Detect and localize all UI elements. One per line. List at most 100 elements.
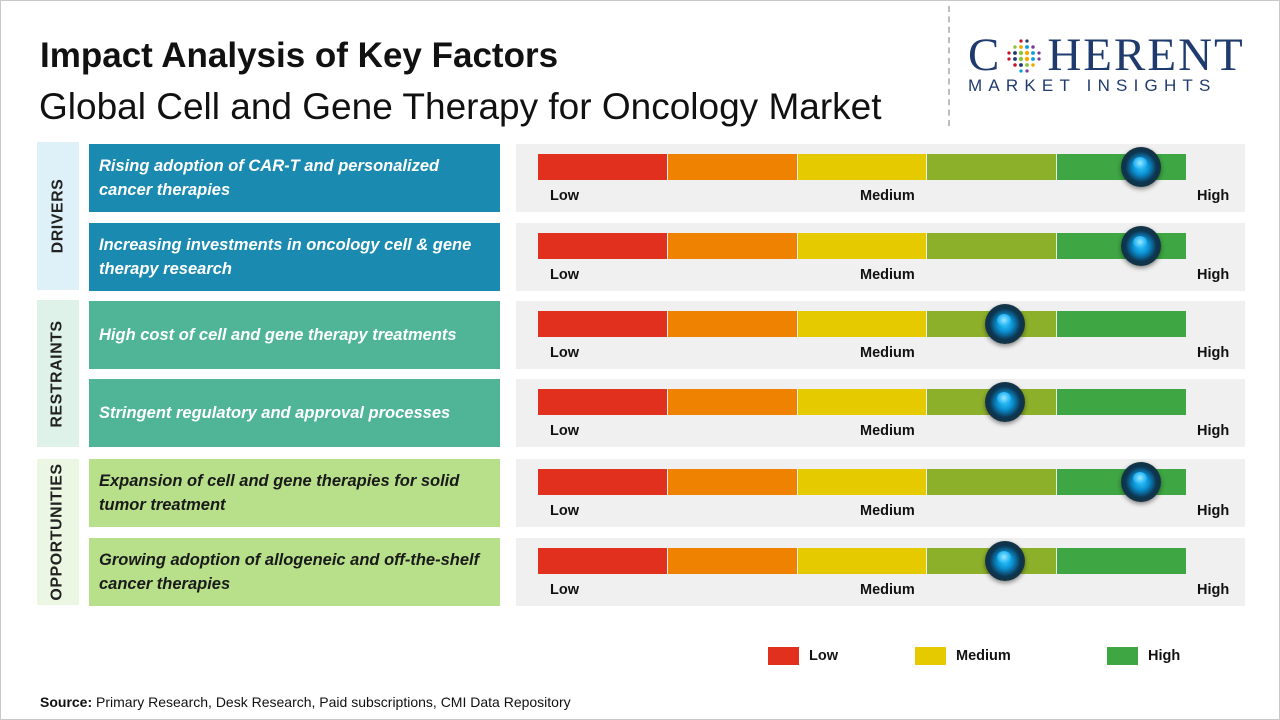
logo-divider (948, 6, 950, 126)
logo-dot (1025, 56, 1030, 62)
gauge-label-high: High (1197, 345, 1230, 361)
impact-gauge-3: Low Medium High (516, 301, 1245, 369)
source-note: Source: Primary Research, Desk Research,… (40, 694, 571, 710)
logo-dot (1019, 39, 1023, 43)
gauge-label-high: High (1197, 503, 1230, 519)
gauge-segment-1 (538, 233, 668, 259)
factor-text-6: Growing adoption of allogeneic and off-t… (89, 538, 500, 606)
gauge-label-medium: Medium (860, 582, 915, 598)
logo-dot-globe-icon (1007, 39, 1041, 73)
gauge-segment-4 (927, 154, 1058, 180)
logo-tagline: MARKET INSIGHTS (968, 76, 1217, 95)
gauge-segment-1 (538, 311, 668, 337)
gauge-label-low: Low (550, 345, 579, 361)
logo-dot (1031, 45, 1036, 49)
impact-indicator (984, 541, 1025, 581)
impact-indicator (1120, 147, 1161, 187)
gauge-label-low: Low (550, 267, 579, 283)
gauge-bar (538, 233, 1186, 259)
gauge-segment-5 (1057, 389, 1186, 415)
logo-dot (1025, 45, 1030, 49)
gauge-label-high: High (1197, 423, 1230, 439)
gauge-segment-5 (1057, 311, 1186, 337)
legend-label-low: Low (809, 648, 838, 664)
logo-dot (1019, 45, 1024, 49)
gauge-label-low: Low (550, 582, 579, 598)
source-label: Source: (40, 694, 93, 710)
gauge-bar (538, 389, 1186, 415)
factor-text-2: Increasing investments in oncology cell … (89, 223, 500, 291)
logo-dot (1037, 51, 1041, 55)
gauge-label-low: Low (550, 503, 579, 519)
logo-dot (1019, 50, 1024, 56)
logo-dot (1025, 50, 1030, 56)
logo-dot (1013, 45, 1018, 49)
gauge-label-low: Low (550, 423, 579, 439)
gauge-segment-1 (538, 154, 668, 180)
logo-dot (1013, 63, 1018, 67)
gauge-segment-2 (667, 311, 798, 337)
legend-swatch-high (1107, 647, 1138, 665)
factor-text-5: Expansion of cell and gene therapies for… (89, 459, 500, 527)
gauge-segment-3 (797, 469, 928, 495)
group-label-drivers: DRIVERS (37, 142, 79, 290)
gauge-segment-1 (538, 469, 668, 495)
logo-dot (1037, 57, 1041, 61)
logo-dot (1025, 39, 1029, 43)
gauge-label-low: Low (550, 188, 579, 204)
legend-label-medium: Medium (956, 648, 1011, 664)
factor-text-1: Rising adoption of CAR-T and personalize… (89, 144, 500, 212)
impact-indicator (984, 382, 1025, 422)
gauge-label-high: High (1197, 267, 1230, 283)
gauge-segment-2 (667, 469, 798, 495)
logo-dot (1025, 69, 1029, 73)
gauge-label-medium: Medium (860, 267, 915, 283)
gauge-label-medium: Medium (860, 345, 915, 361)
impact-indicator (984, 304, 1025, 344)
group-label-text: DRIVERS (49, 178, 66, 254)
group-label-opportunities: OPPORTUNITIES (37, 459, 79, 605)
gauge-segment-4 (927, 469, 1058, 495)
gauge-segment-5 (1057, 548, 1186, 574)
gauge-label-medium: Medium (860, 188, 915, 204)
logo-letter-c: C (968, 29, 1002, 81)
impact-gauge-2: Low Medium High (516, 223, 1245, 291)
gauge-segment-1 (538, 548, 668, 574)
impact-indicator (1120, 462, 1161, 502)
factor-text-3: High cost of cell and gene therapy treat… (89, 301, 500, 369)
impact-gauge-4: Low Medium High (516, 379, 1245, 447)
gauge-label-high: High (1197, 188, 1230, 204)
logo-dot (1007, 57, 1011, 61)
gauge-bar (538, 154, 1186, 180)
logo-wordmark: C HERENT (968, 30, 1260, 80)
gauge-label-high: High (1197, 582, 1230, 598)
impact-indicator (1120, 226, 1161, 266)
gauge-segment-1 (538, 389, 668, 415)
impact-gauge-1: Low Medium High (516, 144, 1245, 212)
gauge-segment-2 (667, 548, 798, 574)
gauge-segment-3 (797, 389, 928, 415)
logo-dot (1019, 69, 1023, 73)
group-label-text: RESTRAINTS (49, 319, 67, 428)
gauge-segment-3 (797, 233, 928, 259)
gauge-segment-3 (797, 548, 928, 574)
legend-swatch-medium (915, 647, 946, 665)
page-title: Impact Analysis of Key Factors (40, 36, 559, 75)
logo-word-rest: HERENT (1047, 29, 1245, 81)
gauge-segment-2 (667, 233, 798, 259)
legend-label-high: High (1148, 648, 1181, 664)
gauge-segment-2 (667, 389, 798, 415)
logo-dot (1013, 57, 1018, 61)
gauge-segment-3 (797, 311, 928, 337)
group-label-text: OPPORTUNITIES (49, 463, 66, 601)
logo-dot (1031, 51, 1036, 55)
gauge-segment-2 (667, 154, 798, 180)
legend-medium: Medium (915, 647, 1011, 665)
legend-high: High (1107, 647, 1180, 665)
logo-dot (1031, 63, 1036, 67)
logo-dot (1031, 57, 1036, 61)
gauge-bar (538, 469, 1186, 495)
logo-dot (1013, 51, 1018, 55)
logo-dot (1007, 51, 1011, 55)
gauge-label-medium: Medium (860, 503, 915, 519)
